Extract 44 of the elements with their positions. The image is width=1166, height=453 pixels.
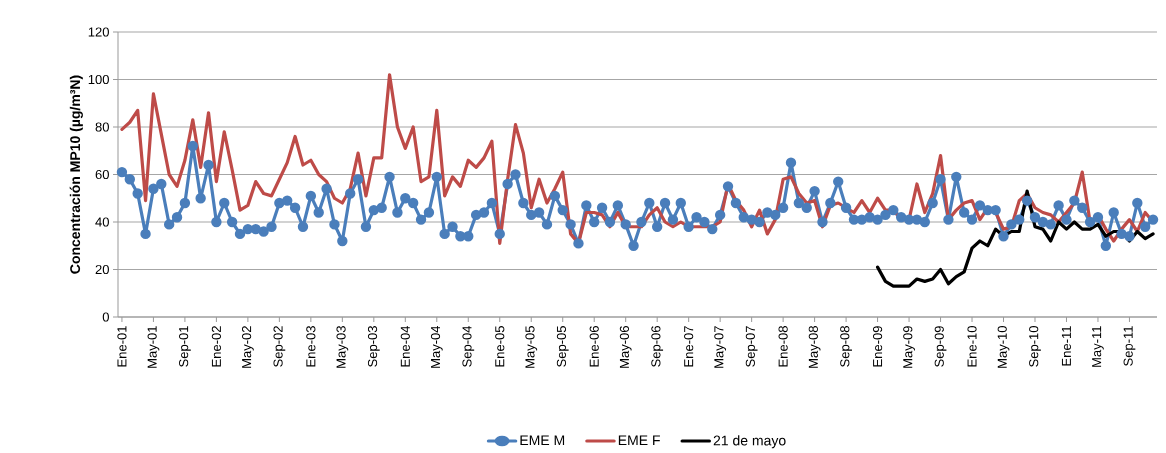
y-tick-label: 100: [88, 74, 109, 85]
y-tick-label: 20: [95, 264, 109, 275]
x-tick-label: Sep-08: [840, 326, 852, 367]
x-tick-label: Sep-07: [745, 326, 758, 367]
x-tick-label: May-02: [241, 326, 254, 368]
x-tick-label: Ene-06: [589, 326, 599, 367]
x-tick-label: Sep-09: [934, 326, 947, 367]
x-tick-label: Ene-04: [400, 325, 410, 367]
x-tick-label: May-04: [430, 325, 443, 368]
x-tick-label: Sep-05: [556, 326, 569, 367]
x-tick-label: May-06: [619, 326, 632, 368]
x-tick-label: Ene-11: [1061, 326, 1072, 366]
y-tick-label: 60: [95, 169, 109, 180]
y-tick-label: 40: [95, 217, 109, 227]
x-tick-label: May-08: [808, 326, 821, 368]
x-tick-label: Sep-03: [367, 326, 380, 367]
x-tick-label: May-10: [997, 326, 1010, 368]
x-tick-label: May-05: [525, 326, 538, 368]
y-tick-label: 120: [88, 27, 109, 37]
x-tick-label: May-09: [903, 326, 915, 368]
x-tick-label: May-07: [714, 326, 727, 368]
x-tick-label: Ene-10: [967, 326, 977, 367]
x-tick-label: May-11: [1092, 326, 1104, 367]
x-tick-label: Sep-11: [1123, 326, 1136, 366]
x-tick-label: Sep-06: [651, 326, 664, 367]
y-axis-title: Concentración MP10 (µg/m³N): [69, 75, 83, 274]
legend-label: 21 de mayo: [713, 435, 786, 449]
x-tick-label: May-01: [147, 326, 160, 368]
x-tick-label: Sep-01: [179, 326, 191, 367]
x-tick-label: Ene-07: [684, 326, 694, 367]
x-tick-label: Ene-03: [306, 326, 316, 367]
y-tick-label: 0: [102, 312, 109, 322]
legend-label: EME F: [618, 435, 660, 446]
legend-label: EME M: [520, 435, 565, 446]
x-tick-label: Ene-01: [117, 326, 127, 367]
x-tick-label: Sep-10: [1029, 326, 1041, 367]
x-tick-label: Ene-08: [778, 326, 788, 367]
x-tick-label: Sep-02: [273, 326, 286, 367]
x-tick-label: Ene-09: [872, 326, 883, 367]
x-tick-label: May-03: [336, 326, 349, 368]
y-tick-label: 80: [95, 122, 109, 132]
x-tick-label: Ene-05: [495, 326, 505, 367]
x-tick-label: Ene-02: [211, 326, 221, 367]
x-tick-label: Sep-04: [462, 325, 475, 367]
